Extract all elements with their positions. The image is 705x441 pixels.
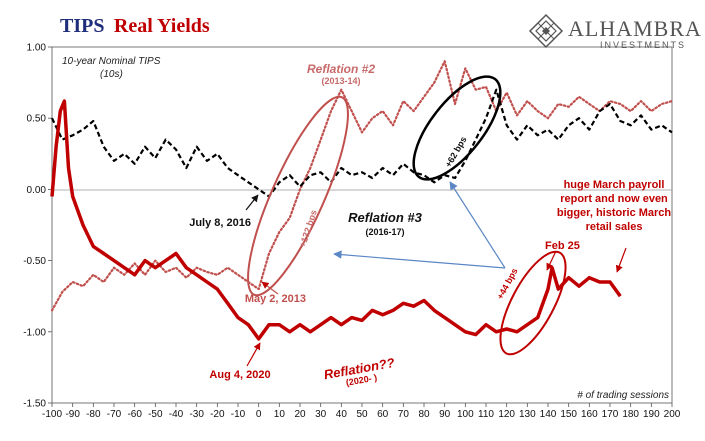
y-tick-label: -1.00 bbox=[23, 327, 46, 338]
arrow-may2013 bbox=[261, 281, 279, 295]
x-tick-label: 20 bbox=[294, 409, 306, 420]
x-tick-label: 170 bbox=[602, 409, 619, 420]
alhambra-logo: ALHAMBRA INVESTMENTS bbox=[528, 13, 702, 50]
x-tick-label: -80 bbox=[86, 409, 101, 420]
march-note-line-2: report and now even bbox=[560, 193, 668, 205]
march-note-line-1: huge March payroll bbox=[564, 179, 665, 191]
y-tick-label: 0.50 bbox=[27, 114, 47, 125]
x-tick-label: 40 bbox=[336, 409, 348, 420]
subtitle-note-line-1: 10-year Nominal TIPS bbox=[62, 56, 161, 67]
arrow-aug2020 bbox=[246, 342, 261, 367]
reflationq-ellipse bbox=[499, 250, 567, 356]
may2013-label: May 2, 2013 bbox=[245, 293, 306, 305]
x-tick-label: 10 bbox=[274, 409, 286, 420]
x-tick-label: 190 bbox=[643, 409, 660, 420]
chart-title: TIPS Real Yields bbox=[60, 15, 210, 37]
x-tick-label: 60 bbox=[377, 409, 389, 420]
reflation3-label: Reflation #3 bbox=[348, 210, 422, 225]
y-axis: 1.00 0.50 0.00 -0.50 -1.00 -1.50 bbox=[23, 43, 52, 410]
x-tick-label: -50 bbox=[148, 409, 163, 420]
x-tick-label: 90 bbox=[439, 409, 451, 420]
y-tick-label: 1.00 bbox=[27, 43, 47, 54]
x-tick-label: 180 bbox=[622, 409, 639, 420]
reflation3-sub: (2016-17) bbox=[365, 227, 404, 237]
arrow-march-note bbox=[615, 247, 627, 273]
x-tick-label: 200 bbox=[664, 409, 681, 420]
july2016-label: July 8, 2016 bbox=[189, 217, 251, 229]
x-tick-label: -90 bbox=[65, 409, 80, 420]
arrow-to-reflation2 bbox=[333, 250, 506, 269]
bps132-label: +132 bps bbox=[297, 209, 318, 249]
x-tick-label: 100 bbox=[457, 409, 474, 420]
x-tick-label: 150 bbox=[560, 409, 577, 420]
logo-name: ALHAMBRA bbox=[568, 16, 702, 41]
x-tick-label: -10 bbox=[231, 409, 246, 420]
reflation2-sub: (2013-14) bbox=[321, 76, 360, 86]
series-layer bbox=[50, 60, 674, 341]
diamond-lattice-icon bbox=[528, 13, 564, 49]
march-note-line-3: bigger, historic March bbox=[557, 207, 672, 219]
title-part-2: Real Yields bbox=[114, 15, 210, 37]
x-tick-label: 0 bbox=[256, 409, 262, 420]
reflation2-ellipse bbox=[247, 95, 349, 297]
title-part-1: TIPS bbox=[60, 15, 104, 37]
x-tick-label: 30 bbox=[315, 409, 327, 420]
series-line-0 bbox=[50, 60, 674, 312]
x-tick-label: -100 bbox=[42, 409, 62, 420]
x-tick-label: 140 bbox=[540, 409, 557, 420]
y-tick-label: 0.00 bbox=[27, 185, 47, 196]
subtitle-note-line-2: (10s) bbox=[100, 69, 123, 80]
x-tick-label: 50 bbox=[356, 409, 368, 420]
aug2020-label: Aug 4, 2020 bbox=[209, 369, 270, 381]
plot-frame bbox=[51, 46, 673, 404]
y-tick-label: -1.50 bbox=[23, 399, 46, 410]
series-line-1 bbox=[51, 88, 673, 198]
x-tick-label: 110 bbox=[478, 409, 494, 420]
x-tick-label: -40 bbox=[169, 409, 184, 420]
x-tick-label: 160 bbox=[581, 409, 598, 420]
x-tick-label: -20 bbox=[210, 409, 225, 420]
y-tick-label: -0.50 bbox=[23, 256, 46, 267]
bps44-label: +44 bps bbox=[495, 266, 520, 301]
x-axis: -100 -90 -80 -70 -60 -50 -40 -30 -20 -10 0 10 20 30 40… bbox=[42, 403, 681, 420]
x-tick-label: 130 bbox=[519, 409, 536, 420]
reflation3-ellipse bbox=[412, 75, 502, 181]
x-axis-label: # of trading sessions bbox=[577, 390, 669, 401]
arrow-july2016 bbox=[245, 194, 259, 211]
feb25-label: Feb 25 bbox=[545, 240, 580, 252]
series-line-2 bbox=[50, 99, 622, 341]
arrow-feb25 bbox=[546, 250, 557, 271]
arrow-to-reflation3 bbox=[449, 181, 506, 269]
x-tick-label: -30 bbox=[189, 409, 204, 420]
logo-sub: INVESTMENTS bbox=[600, 40, 686, 50]
march-note-line-4: retail sales bbox=[586, 221, 643, 233]
x-tick-label: -60 bbox=[127, 409, 142, 420]
x-tick-label: 80 bbox=[418, 409, 430, 420]
x-tick-label: 70 bbox=[398, 409, 410, 420]
x-tick-label: 120 bbox=[498, 409, 515, 420]
reflation2-label: Reflation #2 bbox=[307, 62, 375, 76]
x-tick-label: -70 bbox=[107, 409, 122, 420]
